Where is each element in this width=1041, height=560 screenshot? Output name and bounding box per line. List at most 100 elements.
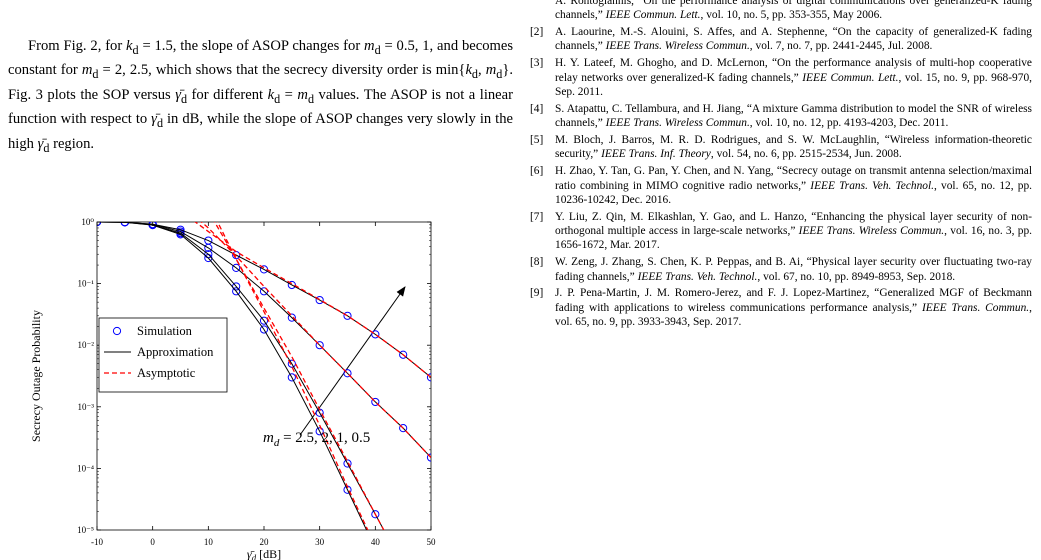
simulation-marker xyxy=(343,311,352,320)
math-subscript: d xyxy=(156,116,164,131)
simulation-marker xyxy=(287,359,296,368)
x-tick-label: 50 xyxy=(427,537,437,547)
x-tick-label: 0 xyxy=(150,537,155,547)
legend-label: Approximation xyxy=(137,345,214,359)
math-symbol: γ̄d xyxy=(175,86,188,106)
reference-details: , vol. 7, no. 7, pp. 2441-2445, Jul. 200… xyxy=(749,40,933,53)
reference: A. Rontogiannis, “On the performance ana… xyxy=(530,0,1032,23)
reference-number: [3] xyxy=(530,57,544,70)
reference-text: A. Laourine, M.-S. Alouini, S. Affes, an… xyxy=(555,26,1032,53)
math-variable: k xyxy=(465,62,472,79)
reference-number: [5] xyxy=(530,134,544,147)
annotation-arrow xyxy=(299,286,406,436)
text-run: }. Fig. 3 plots the SOP versus xyxy=(8,62,514,103)
reference-number: [8] xyxy=(530,256,544,269)
asymptotic-curve xyxy=(213,222,385,530)
reference-number: [2] xyxy=(530,26,544,39)
math-variable: m xyxy=(364,38,375,54)
math-variable: k xyxy=(267,86,275,103)
x-tick-label: -10 xyxy=(91,537,103,547)
legend: Simulation Approximation Asymptotic xyxy=(98,317,228,393)
simulation-marker xyxy=(426,373,431,382)
math-symbol: kd xyxy=(267,86,281,106)
reference-journal: IEEE Commun. Lett. xyxy=(605,9,701,22)
reference-text: A. Rontogiannis, “On the performance ana… xyxy=(555,0,1032,22)
reference: [3] H. Y. Lateef, M. Ghogho, and D. McLer… xyxy=(530,56,1032,99)
text-run: , xyxy=(478,62,486,79)
reference-number: [9] xyxy=(530,287,544,300)
reference-journal: IEEE Trans. Veh. Technol. xyxy=(810,179,935,192)
chart: -10 0 10 20 30 40 5010⁰10⁻¹10⁻²10⁻³10⁻⁴10⁻⁵γ̄d… xyxy=(29,217,437,560)
body-paragraph: From Fig. 2, for kd = 1.5, the slope of … xyxy=(8,36,513,158)
simulation-marker xyxy=(315,427,324,436)
simulation-marker xyxy=(232,263,241,272)
math-symbol: md xyxy=(297,86,315,106)
reference: [8] W. Zeng, J. Zhang, S. Chen, K. P. Pep… xyxy=(530,255,1032,284)
reference-journal: IEEE Trans. Wireless Commun. xyxy=(605,40,750,53)
x-axis-label: γ̄d [dB] xyxy=(247,547,281,560)
simulation-marker xyxy=(343,369,352,378)
annotation-symbol: m xyxy=(263,430,274,446)
math-subscript: d xyxy=(374,42,381,57)
reference-details: , vol. 16, no. 3, pp. 1656-1672, Mar. 20… xyxy=(555,225,1032,252)
math-variable: γ̄ xyxy=(151,111,157,128)
reference: [5] M. Bloch, J. Barros, M. R. D. Rodrigu… xyxy=(530,133,1032,162)
reference: [6] H. Zhao, Y. Tan, G. Pan, Y. Chen, and… xyxy=(530,164,1032,207)
math-subscript: d xyxy=(43,140,50,155)
math-subscript: d xyxy=(274,91,281,106)
reference-number: [7] xyxy=(530,210,544,223)
y-tick-label: 10⁻³ xyxy=(78,402,95,412)
math-variable: γ̄ xyxy=(175,86,181,103)
x-tick-label: 30 xyxy=(315,537,325,547)
simulation-marker xyxy=(287,313,296,322)
plot-area xyxy=(97,222,431,530)
simulation-marker xyxy=(176,230,185,239)
reference-number: [6] xyxy=(530,165,544,178)
x-tick-label: 20 xyxy=(260,537,270,547)
y-tick-label: 10⁻⁵ xyxy=(77,525,94,535)
legend-label: Asymptotic xyxy=(137,366,196,380)
math-variable: m xyxy=(485,62,497,79)
text-run: = 0.5, 1, and becomes constant for xyxy=(8,38,514,79)
reference-text: S. Atapattu, C. Tellambura, and H. Jiang… xyxy=(555,102,1032,130)
math-subscript: d xyxy=(496,67,503,82)
reference-list: A. Rontogiannis, “On the performance ana… xyxy=(530,0,1032,332)
math-variable: γ̄ xyxy=(37,135,44,152)
reference-journal: IEEE Commun. Lett. xyxy=(802,71,899,84)
math-subscript: d xyxy=(180,91,188,106)
reference-text: M. Bloch, J. Barros, M. R. D. Rodrigues,… xyxy=(555,134,1032,161)
simulation-marker xyxy=(399,424,408,433)
reference-journal: IEEE Trans. Veh. Technol. xyxy=(637,270,758,283)
text-run: in dB, while the slope of ASOP changes v… xyxy=(8,111,513,152)
reference: [4] S. Atapattu, C. Tellambura, and H. Ji… xyxy=(530,102,1032,131)
math-symbol: md xyxy=(485,62,503,82)
math-symbol: γ̄d xyxy=(151,111,164,131)
simulation-marker xyxy=(371,510,380,519)
text-run: From Fig. 2, for xyxy=(28,38,127,54)
y-axis-label: Secrecy Outage Probability xyxy=(29,310,43,442)
x-axis-subscript: d xyxy=(252,553,257,560)
reference-details: , vol. 67, no. 10, pp. 8949-8953, Sep. 2… xyxy=(757,270,956,283)
simulation-marker xyxy=(259,325,269,334)
simulation-marker xyxy=(259,316,269,325)
reference: [2] A. Laourine, M.-S. Alouini, S. Affes,… xyxy=(530,25,1032,54)
math-variable: m xyxy=(297,86,308,103)
reference-number: [4] xyxy=(530,102,544,115)
reference: [7] Y. Liu, Z. Qin, M. Elkashlan, Y. Gao,… xyxy=(530,210,1032,253)
math-symbol: md xyxy=(82,62,99,81)
reference-journal: IEEE Trans. Inf. Theory xyxy=(601,148,711,161)
reference-text: Y. Liu, Z. Qin, M. Elkashlan, Y. Gao, an… xyxy=(555,210,1032,238)
y-tick-label: 10⁻² xyxy=(78,340,95,350)
asymptotic-curve xyxy=(216,222,369,530)
simulation-marker xyxy=(399,350,408,359)
simulation-marker xyxy=(371,330,380,339)
reference-text: H. Zhao, Y. Tan, G. Pan, Y. Chen, and N.… xyxy=(555,165,1032,192)
reference-journal: IEEE Trans. Wireless Commun. xyxy=(798,225,945,238)
math-subscript: d xyxy=(307,91,315,106)
legend-label: Simulation xyxy=(137,324,193,338)
reference-text: H. Y. Lateef, M. Ghogho, and D. McLernon… xyxy=(555,57,1032,84)
simulation-marker xyxy=(343,459,352,468)
reference: [9] J. P. Pena-Martin, J. M. Romero-Jerez… xyxy=(530,286,1032,329)
text-run: = 1.5, the slope of ASOP changes for xyxy=(138,38,365,54)
